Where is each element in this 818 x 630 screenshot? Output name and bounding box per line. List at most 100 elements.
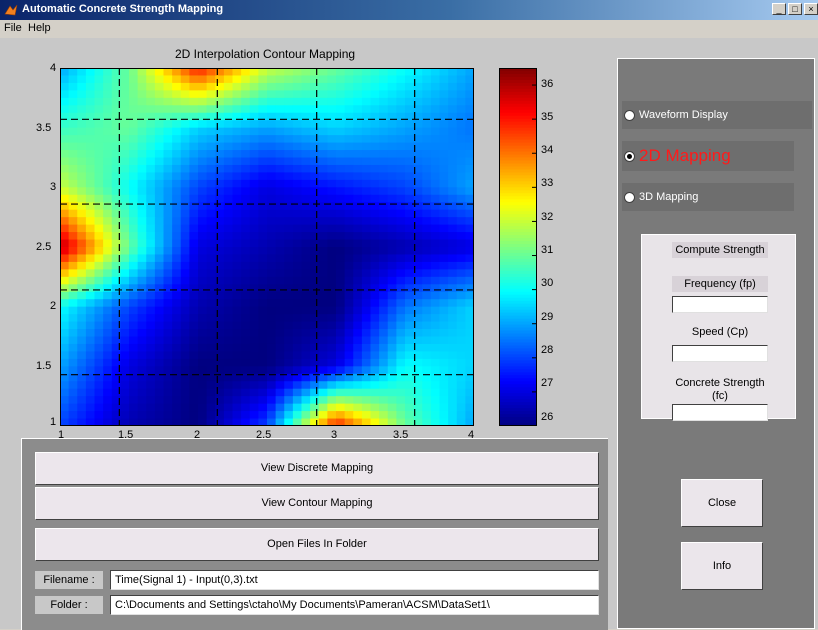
menu-file[interactable]: File — [4, 22, 22, 34]
heatmap-cell — [327, 351, 337, 360]
heatmap-cell — [180, 247, 190, 256]
heatmap-cell — [189, 202, 199, 211]
heatmap-cell — [103, 321, 113, 330]
y-tick-label: 1.5 — [36, 360, 52, 372]
heatmap-cell — [94, 396, 104, 405]
heatmap-cell — [267, 254, 277, 263]
heatmap-cell — [413, 299, 423, 308]
heatmap-cell — [180, 366, 190, 375]
heatmap-cell — [85, 351, 96, 360]
heatmap-cell — [198, 68, 208, 77]
heatmap-cell — [370, 112, 380, 121]
heatmap-cell — [292, 90, 303, 99]
heatmap-cell — [361, 120, 372, 129]
view-contour-mapping-button[interactable]: View Contour Mapping — [35, 487, 599, 520]
heatmap-cell — [336, 381, 346, 390]
filename-field[interactable]: Time(Signal 1) - Input(0,3).txt — [110, 570, 599, 590]
colorbar-segment — [499, 217, 537, 221]
heatmap-cell — [137, 105, 147, 114]
frequency-input[interactable] — [672, 296, 768, 313]
heatmap-cell — [189, 254, 199, 263]
open-files-in-folder-button[interactable]: Open Files In Folder — [35, 528, 599, 561]
frequency-label: Frequency (fp) — [672, 276, 768, 292]
heatmap-cell — [370, 329, 380, 338]
heatmap-cell — [370, 150, 380, 159]
heatmap-cell — [232, 358, 242, 367]
close-window-button[interactable]: × — [804, 3, 818, 15]
heatmap-cell — [301, 97, 311, 106]
heatmap-cell — [336, 351, 346, 360]
heatmap-cell — [68, 388, 78, 397]
heatmap-cell — [206, 306, 216, 315]
info-button[interactable]: Info — [681, 542, 763, 590]
heatmap-cell — [172, 411, 182, 420]
close-button[interactable]: Close — [681, 479, 763, 527]
heatmap-cell — [465, 97, 474, 106]
heatmap-cell — [413, 97, 423, 106]
heatmap-cell — [241, 299, 251, 308]
heatmap-cell — [456, 127, 466, 136]
heatmap-cell — [448, 247, 458, 256]
mode-2d-row[interactable]: 2D Mapping — [622, 141, 794, 171]
heatmap-cell — [111, 82, 121, 91]
heatmap-cell — [223, 306, 234, 315]
view-discrete-mapping-button[interactable]: View Discrete Mapping — [35, 452, 599, 485]
heatmap-cell — [94, 358, 104, 367]
heatmap-cell — [137, 209, 147, 218]
heatmap-cell — [284, 75, 294, 84]
heatmap-cell — [120, 157, 130, 166]
heatmap-cell — [189, 343, 199, 353]
heatmap-cell — [60, 232, 70, 241]
heatmap-cell — [430, 269, 441, 278]
heatmap-cell — [215, 366, 225, 375]
colorbar-segment — [499, 393, 537, 397]
heatmap-cell — [137, 135, 147, 144]
heatmap-cell — [430, 336, 441, 345]
heatmap-cell — [77, 388, 87, 397]
concrete-strength-input[interactable] — [672, 404, 768, 421]
heatmap-cell — [301, 217, 311, 226]
heatmap-cell — [396, 396, 406, 405]
heatmap-cell — [275, 403, 285, 412]
heatmap-cell — [249, 239, 259, 248]
heatmap-cell — [336, 254, 346, 263]
heatmap-cell — [163, 403, 173, 412]
folder-field[interactable]: C:\Documents and Settings\ctaho\My Docum… — [110, 595, 599, 615]
minimize-button[interactable]: _ — [772, 3, 786, 15]
heatmap-cell — [344, 239, 354, 248]
heatmap-cell — [163, 209, 173, 218]
maximize-button[interactable]: □ — [788, 3, 802, 15]
heatmap-cell — [103, 112, 113, 121]
colorbar-segment — [499, 211, 537, 215]
mode-waveform-row[interactable]: Waveform Display — [622, 101, 812, 129]
heatmap-cell — [223, 284, 234, 293]
heatmap-cell — [318, 112, 328, 121]
heatmap-cell — [232, 194, 242, 203]
heatmap-cell — [223, 403, 234, 412]
menu-help[interactable]: Help — [28, 22, 51, 34]
heatmap-cell — [370, 284, 380, 293]
heatmap-cell — [258, 179, 268, 188]
waveform-radio[interactable] — [624, 110, 635, 121]
heatmap-cell — [77, 321, 87, 330]
mapping-2d-radio[interactable] — [624, 151, 635, 162]
colorbar-segment — [499, 336, 537, 341]
heatmap-cell — [396, 194, 406, 203]
heatmap-cell — [318, 120, 328, 129]
heatmap-cell — [387, 135, 397, 144]
heatmap-cell — [387, 314, 397, 323]
heatmap-cell — [206, 329, 216, 338]
heatmap-cell — [370, 75, 380, 84]
heatmap-cell — [284, 179, 294, 188]
heatmap-cell — [379, 142, 389, 151]
heatmap-cell — [111, 381, 121, 390]
speed-input[interactable] — [672, 345, 768, 362]
heatmap-cell — [189, 366, 199, 375]
mapping-3d-radio[interactable] — [624, 192, 635, 203]
colorbar-segment — [499, 73, 537, 78]
heatmap-cell — [94, 418, 104, 426]
heatmap-cell — [456, 82, 466, 91]
mode-3d-row[interactable]: 3D Mapping — [622, 183, 794, 211]
heatmap-cell — [318, 239, 328, 248]
colorbar-tick-label: 30 — [541, 277, 554, 289]
